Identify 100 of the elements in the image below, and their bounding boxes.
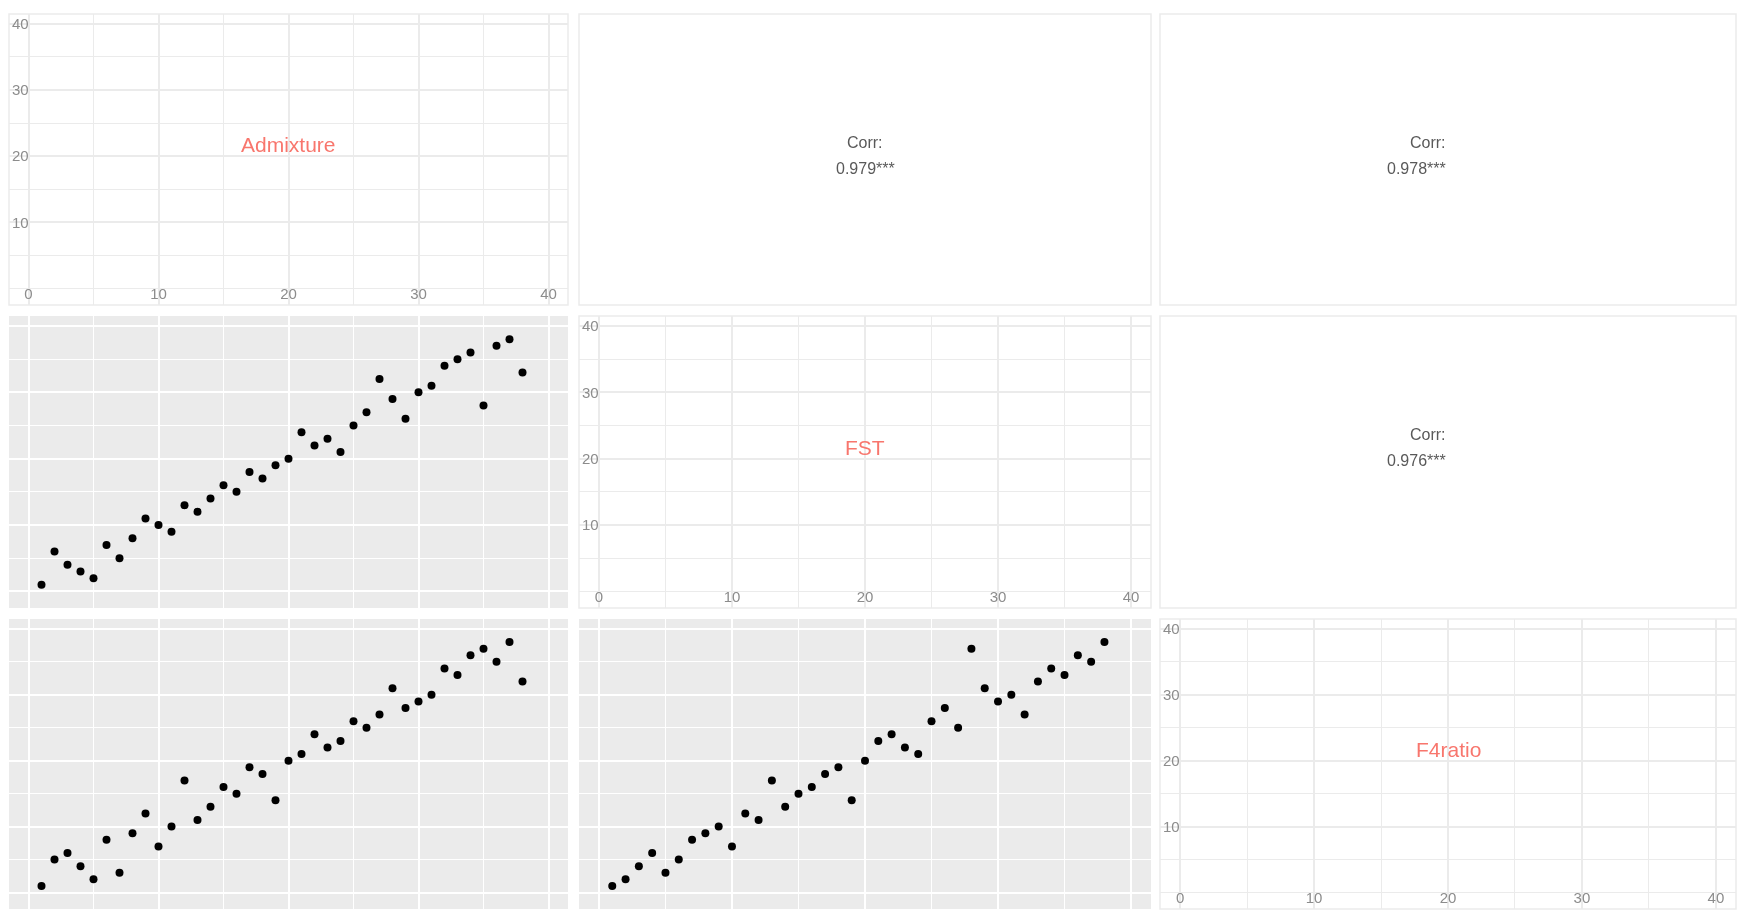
point xyxy=(492,657,501,666)
point xyxy=(994,697,1003,706)
point xyxy=(206,494,215,503)
point xyxy=(427,381,436,390)
point xyxy=(954,723,963,732)
point xyxy=(648,848,657,857)
y-tick-label: 40 xyxy=(12,15,29,33)
point xyxy=(76,862,85,871)
point xyxy=(323,434,332,443)
point xyxy=(479,644,488,653)
x-tick-label: 10 xyxy=(1305,889,1323,906)
point xyxy=(310,730,319,739)
x-tick-label: 10 xyxy=(150,285,167,302)
point xyxy=(453,355,462,364)
point xyxy=(767,776,776,785)
point xyxy=(466,651,475,660)
point xyxy=(141,514,150,523)
point xyxy=(621,875,630,884)
point xyxy=(900,743,909,752)
point xyxy=(861,756,869,765)
point xyxy=(128,829,137,838)
x-tick-label: 30 xyxy=(989,588,1007,605)
point xyxy=(1020,710,1029,719)
point xyxy=(154,842,163,851)
text: 0.979*** xyxy=(836,160,895,177)
point xyxy=(608,881,617,890)
point xyxy=(1047,664,1056,673)
x-tick-label: 40 xyxy=(1122,588,1140,605)
point xyxy=(688,835,697,844)
point xyxy=(271,796,280,805)
point xyxy=(349,421,358,430)
point xyxy=(453,671,462,680)
y-tick-label: 20 xyxy=(582,449,599,467)
point xyxy=(927,717,936,726)
point xyxy=(271,461,280,470)
point xyxy=(914,750,923,759)
point xyxy=(834,763,843,772)
y-tick-label: 30 xyxy=(12,81,29,99)
point xyxy=(336,736,345,745)
point xyxy=(887,730,896,739)
point xyxy=(232,487,241,496)
point xyxy=(167,527,176,536)
y-tick-label: 40 xyxy=(582,317,599,335)
x-tick-label: 10 xyxy=(723,588,741,605)
point xyxy=(362,408,371,417)
text: 0.976*** xyxy=(1387,452,1446,469)
point xyxy=(258,769,267,778)
point xyxy=(440,361,449,370)
point xyxy=(401,414,410,423)
point xyxy=(63,848,72,857)
point xyxy=(37,580,46,589)
point xyxy=(518,677,527,686)
point xyxy=(284,756,293,765)
point xyxy=(349,717,358,726)
point xyxy=(821,769,830,778)
point xyxy=(115,554,124,563)
point xyxy=(807,783,816,792)
point xyxy=(741,809,750,818)
point xyxy=(297,750,306,759)
text: FST xyxy=(845,436,885,459)
point xyxy=(193,507,202,516)
point xyxy=(714,822,723,831)
point xyxy=(193,816,202,825)
point xyxy=(1007,690,1016,699)
point xyxy=(794,789,803,798)
point xyxy=(258,474,267,483)
point xyxy=(518,368,527,377)
y-tick-label: 20 xyxy=(12,147,29,165)
point xyxy=(37,881,46,890)
point xyxy=(219,481,228,490)
point xyxy=(414,388,423,397)
text: Corr: xyxy=(1410,134,1446,151)
point xyxy=(427,690,436,699)
point xyxy=(634,862,643,871)
text: F4ratio xyxy=(1416,738,1482,761)
point xyxy=(206,802,215,811)
y-tick-label: 40 xyxy=(1163,620,1180,638)
point xyxy=(245,467,254,476)
point xyxy=(479,401,488,410)
point xyxy=(401,703,410,712)
point xyxy=(980,684,989,693)
x-tick-label: 0 xyxy=(1175,889,1185,906)
x-tick-label: 20 xyxy=(1439,889,1457,906)
point xyxy=(115,868,124,877)
point xyxy=(154,521,163,530)
point xyxy=(388,394,397,403)
point xyxy=(466,348,475,357)
text: Corr: xyxy=(1410,426,1446,443)
x-tick-label: 20 xyxy=(280,285,297,302)
x-tick-label: 0 xyxy=(594,588,604,605)
point xyxy=(940,703,949,712)
point xyxy=(1100,638,1109,647)
point xyxy=(310,441,319,450)
point xyxy=(388,684,397,693)
point xyxy=(141,809,150,818)
point xyxy=(297,428,306,437)
point xyxy=(336,448,345,457)
point xyxy=(245,763,254,772)
point xyxy=(440,664,449,673)
point xyxy=(102,835,111,844)
